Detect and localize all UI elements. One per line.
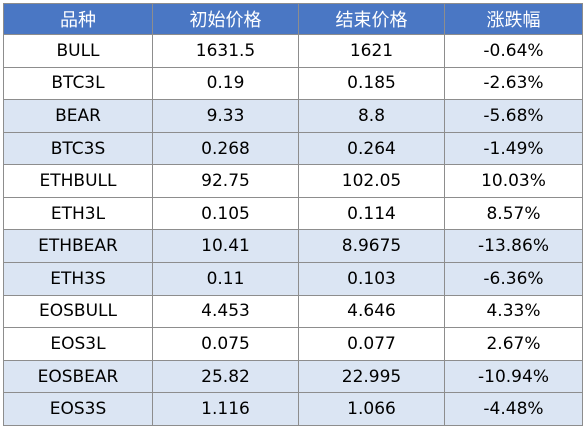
header-change-percent: 涨跌幅	[444, 3, 583, 35]
cell-initial-price: 9.33	[152, 99, 299, 133]
price-change-table-container: 品种 初始价格 结束价格 涨跌幅 BULL 1631.5 1621 -0.64%…	[3, 3, 583, 426]
table-row: BTC3L 0.19 0.185 -2.63%	[3, 66, 583, 101]
cell-final-price: 22.995	[298, 359, 445, 394]
table-header: 品种 初始价格 结束价格 涨跌幅	[3, 3, 583, 35]
table-row: ETH3L 0.105 0.114 8.57%	[3, 196, 583, 231]
cell-initial-price: 0.268	[152, 131, 299, 166]
cell-product: ETH3L	[3, 196, 153, 231]
cell-change-percent: -10.94%	[444, 359, 583, 394]
cell-initial-price: 1.116	[152, 392, 299, 426]
cell-change-percent: -5.68%	[444, 99, 583, 133]
cell-product: ETHBEAR	[3, 229, 153, 264]
cell-initial-price: 4.453	[152, 294, 299, 329]
cell-product: BTC3L	[3, 66, 153, 101]
cell-initial-price: 0.11	[152, 262, 299, 296]
table-row: ETH3S 0.11 0.103 -6.36%	[3, 262, 583, 296]
cell-change-percent: -1.49%	[444, 131, 583, 166]
header-final-price: 结束价格	[298, 3, 445, 35]
header-row: 品种 初始价格 结束价格 涨跌幅	[3, 3, 583, 35]
cell-initial-price: 10.41	[152, 229, 299, 264]
cell-change-percent: 8.57%	[444, 196, 583, 231]
cell-final-price: 0.264	[298, 131, 445, 166]
table-row: EOSBULL 4.453 4.646 4.33%	[3, 294, 583, 329]
table-row: EOSBEAR 25.82 22.995 -10.94%	[3, 359, 583, 394]
cell-final-price: 0.103	[298, 262, 445, 296]
cell-product: ETHBULL	[3, 164, 153, 198]
header-initial-price: 初始价格	[152, 3, 299, 35]
cell-product: BTC3S	[3, 131, 153, 166]
cell-product: EOSBEAR	[3, 359, 153, 394]
cell-initial-price: 92.75	[152, 164, 299, 198]
cell-final-price: 8.8	[298, 99, 445, 133]
table-row: BEAR 9.33 8.8 -5.68%	[3, 99, 583, 133]
cell-change-percent: -0.64%	[444, 34, 583, 68]
cell-product: EOS3L	[3, 327, 153, 361]
cell-initial-price: 0.075	[152, 327, 299, 361]
table-row: EOS3S 1.116 1.066 -4.48%	[3, 392, 583, 426]
cell-final-price: 0.114	[298, 196, 445, 231]
cell-final-price: 1.066	[298, 392, 445, 426]
cell-change-percent: -4.48%	[444, 392, 583, 426]
cell-change-percent: 10.03%	[444, 164, 583, 198]
cell-change-percent: -2.63%	[444, 66, 583, 101]
cell-final-price: 102.05	[298, 164, 445, 198]
cell-product: EOS3S	[3, 392, 153, 426]
table-body: BULL 1631.5 1621 -0.64% BTC3L 0.19 0.185…	[3, 34, 583, 426]
cell-change-percent: -6.36%	[444, 262, 583, 296]
header-product: 品种	[3, 3, 153, 35]
cell-final-price: 4.646	[298, 294, 445, 329]
cell-final-price: 0.185	[298, 66, 445, 101]
price-change-table: 品种 初始价格 结束价格 涨跌幅 BULL 1631.5 1621 -0.64%…	[3, 3, 583, 426]
table-row: ETHBEAR 10.41 8.9675 -13.86%	[3, 229, 583, 264]
cell-product: BULL	[3, 34, 153, 68]
cell-initial-price: 0.105	[152, 196, 299, 231]
cell-change-percent: 2.67%	[444, 327, 583, 361]
cell-change-percent: -13.86%	[444, 229, 583, 264]
cell-initial-price: 25.82	[152, 359, 299, 394]
table-row: ETHBULL 92.75 102.05 10.03%	[3, 164, 583, 198]
cell-initial-price: 1631.5	[152, 34, 299, 68]
cell-initial-price: 0.19	[152, 66, 299, 101]
table-row: BTC3S 0.268 0.264 -1.49%	[3, 131, 583, 166]
cell-change-percent: 4.33%	[444, 294, 583, 329]
table-row: EOS3L 0.075 0.077 2.67%	[3, 327, 583, 361]
cell-final-price: 0.077	[298, 327, 445, 361]
cell-product: EOSBULL	[3, 294, 153, 329]
cell-product: BEAR	[3, 99, 153, 133]
cell-final-price: 1621	[298, 34, 445, 68]
table-row: BULL 1631.5 1621 -0.64%	[3, 34, 583, 68]
cell-final-price: 8.9675	[298, 229, 445, 264]
cell-product: ETH3S	[3, 262, 153, 296]
